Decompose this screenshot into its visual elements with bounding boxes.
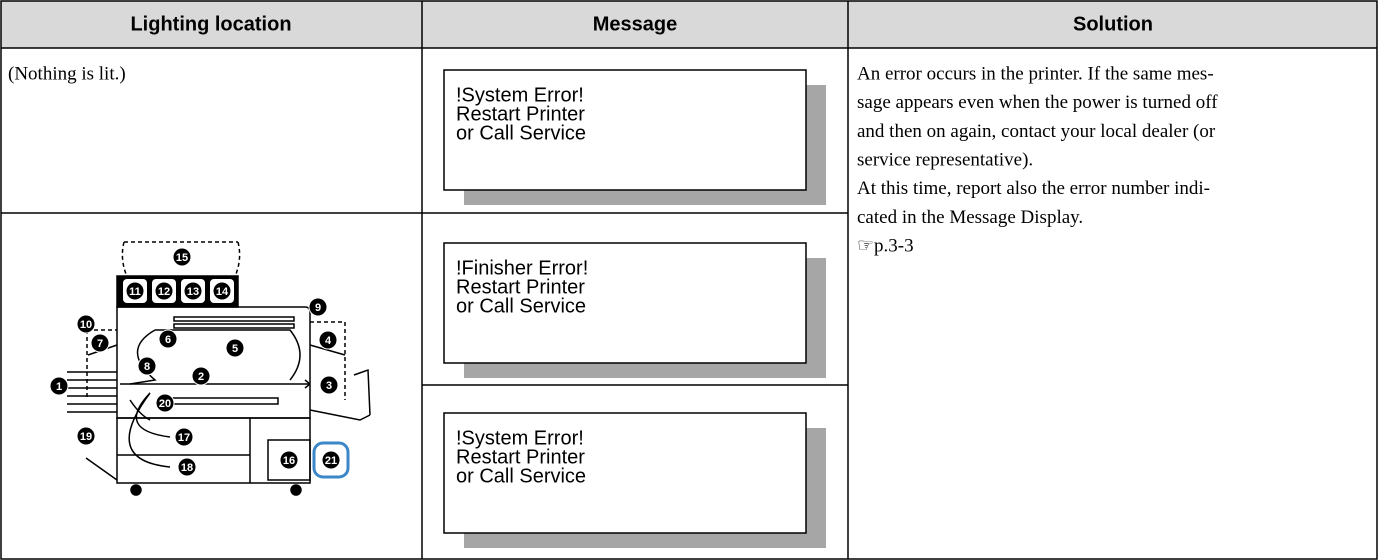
label-circle [177,457,197,477]
solution: An error occurs in the printer. If the s… [857,63,1218,256]
label-circle [172,247,192,267]
solution-line: An error occurs in the printer. If the s… [857,63,1214,84]
solution-line: sage appears even when the power is turn… [857,92,1218,113]
label-circle [158,329,178,349]
header-cell: Lighting location [130,13,291,35]
message-line: or Call Service [456,295,586,317]
diagram-label: 17 [178,432,190,444]
header-cell: Message [593,13,678,35]
solution-line: and then on again, contact your local de… [857,121,1216,142]
diagram-label: 13 [187,286,199,298]
label-circle [154,281,174,301]
diagram-label: 12 [158,286,170,298]
diagram-label: 8 [144,361,150,373]
diagram-label: 4 [325,335,332,347]
diagram-label: 20 [159,398,171,410]
diagram-label: 6 [165,334,171,346]
diagram-label: 5 [232,343,238,355]
label-circle [90,333,110,353]
message-box [443,69,807,191]
message-line: Restart Printer [456,276,585,298]
diagram-label: 15 [176,252,188,264]
message-line: !System Error! [456,84,584,106]
label-circle [212,281,232,301]
label-circle [191,366,211,386]
label-circle [318,330,338,350]
label-circle [125,281,145,301]
label-circle [308,297,328,317]
solution-line: service representative). [857,149,1033,170]
label-circle [321,450,341,470]
label-circle [76,314,96,334]
message-line: or Call Service [456,465,586,487]
message-line: !System Error! [456,427,584,449]
diagram-label: 21 [325,455,337,467]
message-box [443,412,807,534]
diagram-label: 16 [283,455,295,467]
diagram-label: 10 [80,319,92,331]
message-line: or Call Service [456,122,586,144]
label-circle [319,375,339,395]
header-cell: Solution [1073,13,1153,35]
diagram-label: 7 [97,338,103,350]
message-line: Restart Printer [456,103,585,125]
label-circle [174,427,194,447]
label-circle [279,450,299,470]
label-circle [137,356,157,376]
solution-line: cated in the Message Display. [857,207,1083,228]
diagram-label: 3 [326,380,332,392]
location-text: (Nothing is lit.) [8,63,126,84]
label-circle [225,338,245,358]
header-background [1,1,1377,48]
label-circle [183,281,203,301]
label-circle [76,426,96,446]
message-line: !Finisher Error! [456,257,588,279]
diagram-label: 1 [56,381,62,393]
diagram-label: 11 [129,286,141,298]
message-line: Restart Printer [456,446,585,468]
diagram-label: 14 [216,286,229,298]
solution-line: ☞p.3-3 [857,236,914,257]
solution-line: At this time, report also the error numb… [857,178,1210,199]
label-circle [155,393,175,413]
diagram-label: 18 [181,462,193,474]
diagram-label: 19 [80,431,92,443]
diagram-label: 2 [198,371,204,383]
diagram-label: 9 [315,302,321,314]
message-box [443,242,807,364]
label-circle [49,376,69,396]
